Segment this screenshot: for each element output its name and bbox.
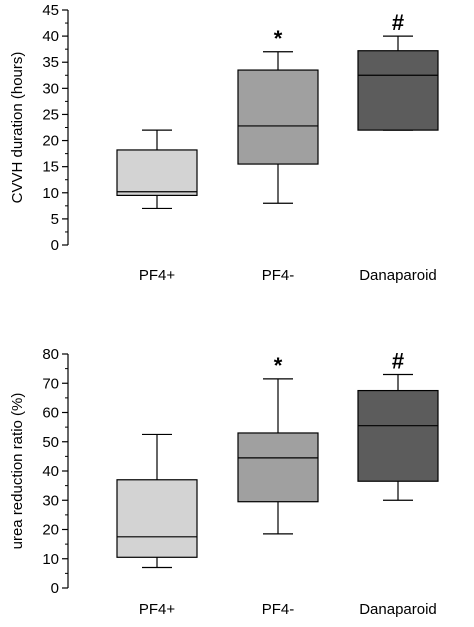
y-tick-label: 45 <box>42 2 59 19</box>
category-label: PF4- <box>262 267 295 284</box>
iqr-box <box>116 479 198 558</box>
y-tick-label: 0 <box>51 237 59 254</box>
y-tick-label: 60 <box>42 405 59 422</box>
category-label: PF4+ <box>139 601 176 618</box>
iqr-box <box>357 50 439 131</box>
box-0 <box>116 129 198 210</box>
category-label: Danaparoid <box>359 267 437 284</box>
y-tick-label: 35 <box>42 54 59 71</box>
y-tick-label: 15 <box>42 159 59 176</box>
significance-mark: # <box>392 348 404 373</box>
y-tick-label: 5 <box>51 211 59 228</box>
y-tick-label: 80 <box>42 346 59 363</box>
y-tick-label: 50 <box>42 434 59 451</box>
y-tick-label: 10 <box>42 185 59 202</box>
y-tick-label: 40 <box>42 28 59 45</box>
y-tick-label: 20 <box>42 522 59 539</box>
significance-mark: * <box>274 353 283 378</box>
y-axis-title: CVVH duration (hours) <box>9 52 26 204</box>
iqr-box <box>357 389 439 482</box>
box-2: # <box>357 348 439 501</box>
y-axis-title: urea reduction ratio (%) <box>9 393 26 550</box>
y-tick-label: 0 <box>51 580 59 597</box>
category-label: PF4- <box>262 601 295 618</box>
significance-mark: * <box>274 26 283 51</box>
box-0 <box>116 433 198 569</box>
chart-panel-2: 0 10 20 30 40 50 60 70 80 urea reduction ratio (%… <box>9 346 439 618</box>
y-tick-label: 25 <box>42 106 59 123</box>
iqr-box <box>116 149 198 196</box>
y-tick-label: 10 <box>42 551 59 568</box>
category-label: Danaparoid <box>359 601 437 618</box>
box-1: * <box>237 26 319 204</box>
y-tick-label: 70 <box>42 375 59 392</box>
box-2: # <box>357 10 439 131</box>
category-label: PF4+ <box>139 267 176 284</box>
y-tick-label: 20 <box>42 133 59 150</box>
iqr-box <box>237 69 319 165</box>
y-tick-label: 30 <box>42 492 59 509</box>
iqr-box <box>237 432 319 503</box>
significance-mark: # <box>392 10 404 35</box>
box-1: * <box>237 353 319 535</box>
y-tick-label: 30 <box>42 80 59 97</box>
chart-panel-1: 0 5 10 15 20 25 30 35 40 45 CVVH duration (hours) P… <box>9 2 439 284</box>
y-tick-label: 40 <box>42 463 59 480</box>
